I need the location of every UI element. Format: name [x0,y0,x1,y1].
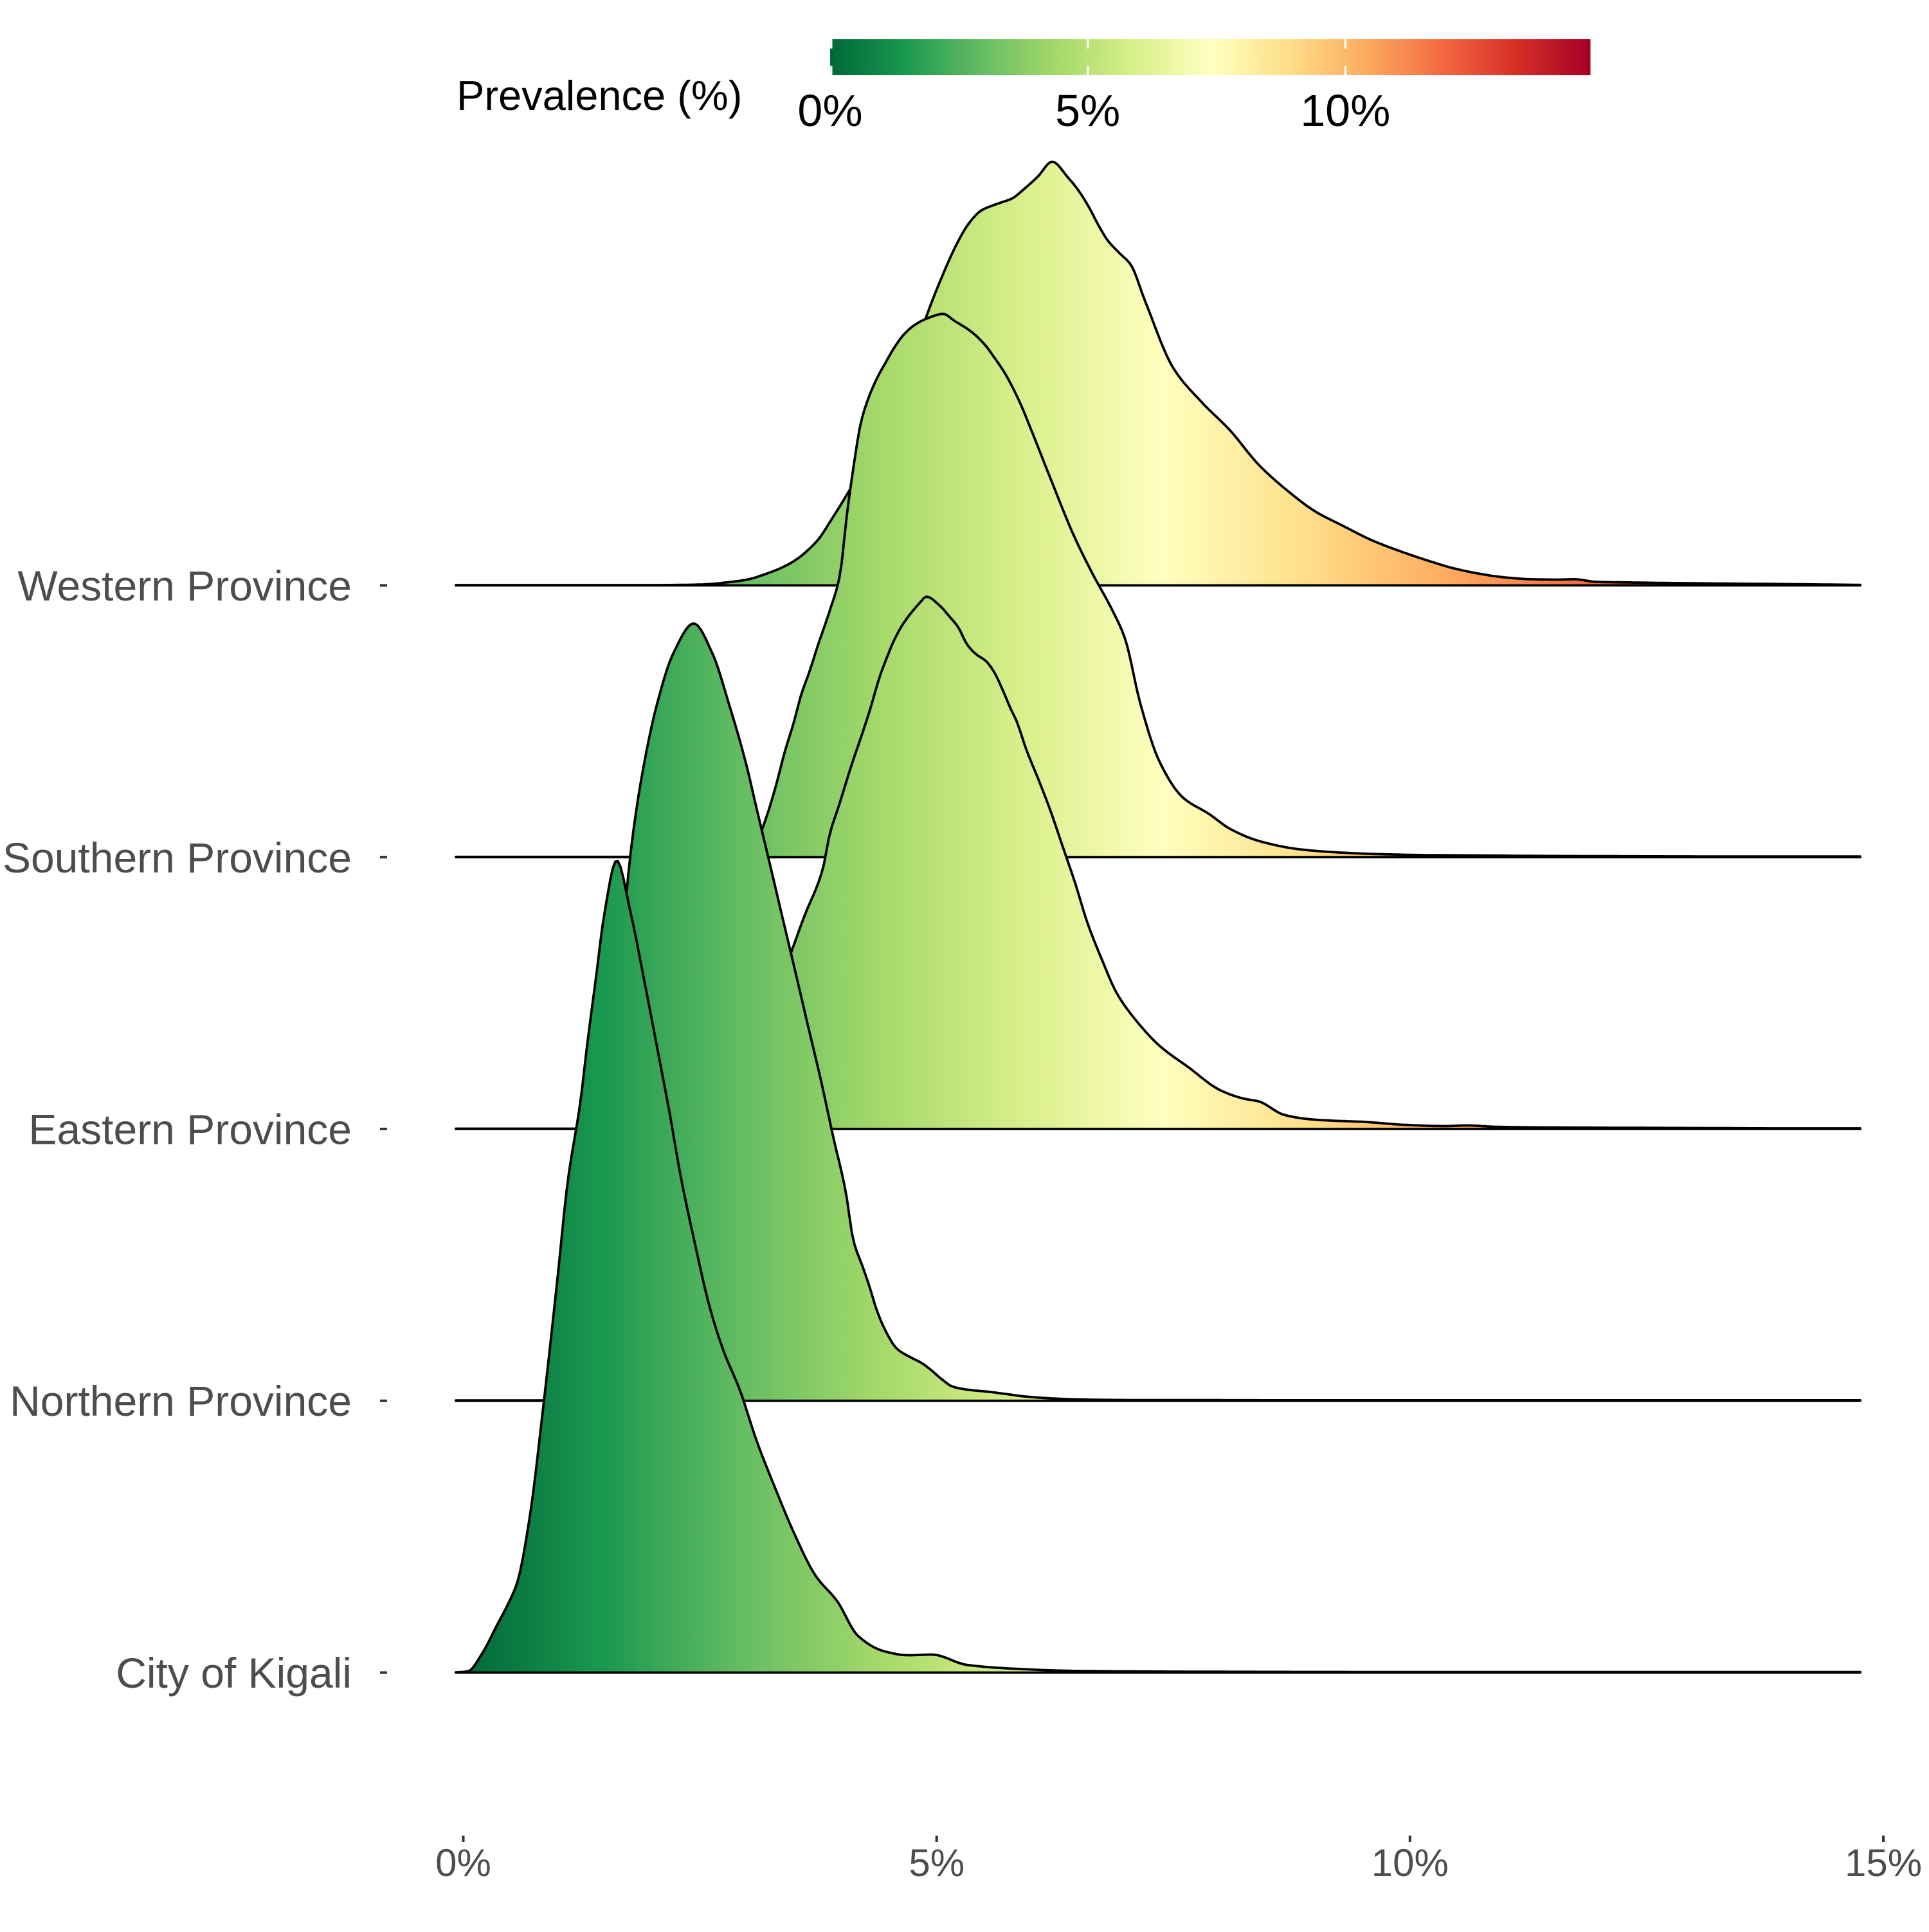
svg-text:5%: 5% [909,1841,964,1884]
svg-text:0%: 0% [435,1841,491,1884]
svg-text:City of Kigali: City of Kigali [116,1649,352,1697]
svg-text:Southern Province: Southern Province [3,834,352,881]
svg-text:5%: 5% [1055,86,1120,136]
svg-text:Eastern Province: Eastern Province [28,1106,352,1153]
svg-text:10%: 10% [1372,1841,1449,1884]
svg-text:0%: 0% [797,86,862,136]
svg-text:Northern Province: Northern Province [10,1377,352,1425]
svg-text:Prevalence (%): Prevalence (%) [457,72,742,119]
svg-text:15%: 15% [1845,1841,1922,1884]
svg-text:Western Province: Western Province [17,562,352,609]
svg-text:10%: 10% [1300,86,1390,136]
